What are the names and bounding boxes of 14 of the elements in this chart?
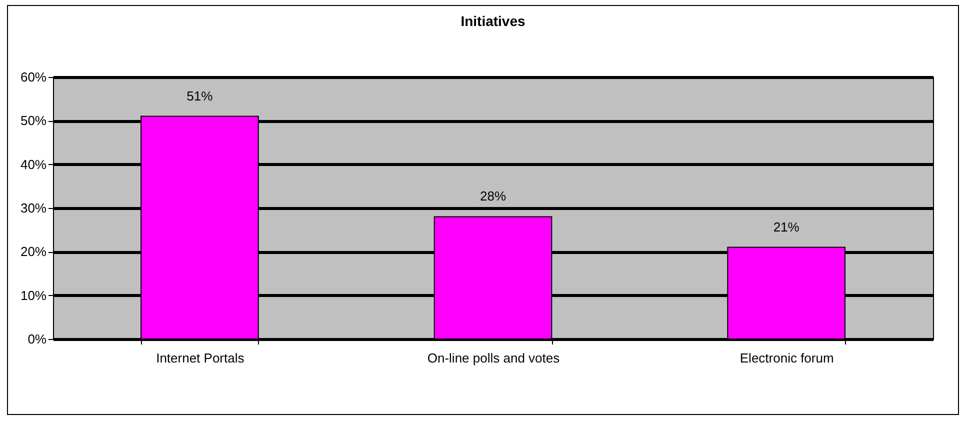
x-tick-label: Internet Portals [156,350,245,366]
chart-title: Initiatives [460,13,526,29]
data-label: 28% [480,188,506,204]
y-tick-label: 0% [28,332,47,346]
y-tick-label: 50% [20,113,47,128]
y-tick-label: 30% [20,200,47,216]
y-tick-label: 10% [20,288,47,303]
y-tick-label: 20% [20,244,47,260]
y-tick-label: 60% [20,70,47,84]
data-label: 51% [186,88,214,104]
x-tick-label: Electronic forum [740,350,834,366]
data-label: 21% [773,219,800,234]
x-tick-label: On-line polls and votes [427,350,560,366]
y-tick-label: 40% [20,156,47,172]
